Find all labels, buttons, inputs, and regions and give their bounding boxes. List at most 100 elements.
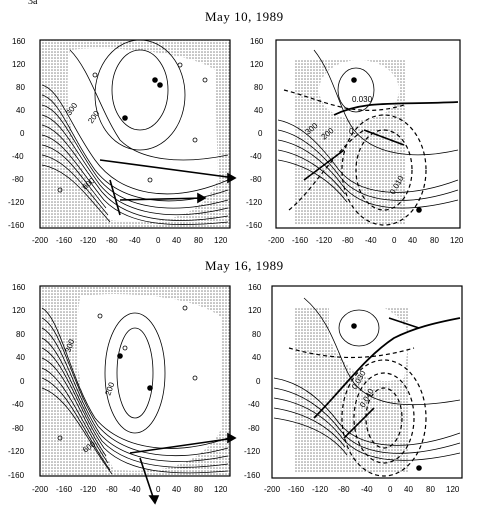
tick-label: -40 bbox=[129, 236, 141, 245]
tick-label: 0 bbox=[388, 485, 393, 494]
wind-vectors bbox=[303, 77, 422, 213]
tick-label: -160 bbox=[8, 221, 25, 230]
axis-ticks-x: -200 -160 -120 -80 -40 0 40 80 120 bbox=[32, 485, 228, 494]
tick-label: 0 bbox=[20, 129, 25, 138]
tick-label: 120 bbox=[250, 60, 264, 69]
contour-label-200: 200 bbox=[103, 381, 116, 397]
tick-label: 120 bbox=[12, 306, 26, 315]
axis-ticks-x: -200 -160 -120 -80 -40 0 40 80 120 bbox=[268, 236, 464, 245]
tick-label: -40 bbox=[250, 152, 262, 161]
tick-label: -80 bbox=[12, 175, 24, 184]
figure-corner-label: 3a bbox=[28, 0, 38, 7]
tick-label: -160 bbox=[56, 236, 73, 245]
tick-label: -80 bbox=[338, 485, 350, 494]
tick-label: -40 bbox=[248, 400, 260, 409]
tick-label: -80 bbox=[106, 236, 118, 245]
tick-label: -40 bbox=[361, 485, 373, 494]
tick-label: -160 bbox=[246, 221, 263, 230]
tick-label: 0 bbox=[258, 129, 263, 138]
tick-label: 160 bbox=[250, 37, 264, 46]
axis-ticks-y: 160 120 80 40 0 -40 -80 -120 -160 bbox=[8, 37, 26, 230]
tick-label: 40 bbox=[16, 106, 25, 115]
tick-label: -80 bbox=[248, 424, 260, 433]
tick-label: -120 bbox=[316, 236, 333, 245]
tick-label: 80 bbox=[430, 236, 439, 245]
tick-label: 0 bbox=[392, 236, 397, 245]
tick-label: 40 bbox=[404, 485, 413, 494]
date-title-top: May 10, 1989 bbox=[205, 9, 284, 24]
wind-vectors bbox=[117, 353, 237, 505]
tick-label: 0 bbox=[20, 377, 25, 386]
tick-label: -120 bbox=[80, 485, 97, 494]
dashed-contours bbox=[283, 89, 427, 226]
panel-bottom-right: 0.030 0.040 160 120 80 40 0 -40 -80 -120… bbox=[244, 283, 463, 494]
contour-lines bbox=[273, 297, 461, 461]
tick-label: -200 bbox=[32, 485, 49, 494]
tick-label: -200 bbox=[268, 236, 285, 245]
tick-label: 40 bbox=[172, 485, 181, 494]
bold-contour bbox=[313, 317, 461, 419]
axis-ticks-x: -200 -160 -120 -80 -40 0 40 80 120 bbox=[264, 485, 460, 494]
tick-label: 80 bbox=[16, 330, 25, 339]
axis-ticks-y: 160 120 80 40 0 -40 -80 -120 -160 bbox=[244, 283, 262, 480]
tick-label: -80 bbox=[106, 485, 118, 494]
tick-label: -160 bbox=[8, 471, 25, 480]
tick-label: 120 bbox=[12, 60, 26, 69]
tick-label: -120 bbox=[244, 447, 261, 456]
tick-label: 40 bbox=[252, 353, 261, 362]
tick-label: 40 bbox=[16, 353, 25, 362]
tick-label: 80 bbox=[194, 485, 203, 494]
tick-label: -160 bbox=[56, 485, 73, 494]
tick-label: 160 bbox=[12, 283, 26, 292]
wind-vectors bbox=[343, 317, 422, 471]
dashed-contours bbox=[288, 347, 427, 477]
tick-label: 80 bbox=[194, 236, 203, 245]
contour-lines bbox=[41, 307, 229, 475]
tick-label: 40 bbox=[172, 236, 181, 245]
tick-label: 80 bbox=[254, 83, 263, 92]
tick-label: 120 bbox=[450, 236, 464, 245]
tick-label: -40 bbox=[12, 400, 24, 409]
tick-label: -80 bbox=[342, 236, 354, 245]
axis-ticks-y: 160 120 80 40 0 -40 -80 -120 -160 bbox=[246, 37, 264, 230]
tick-label: 80 bbox=[252, 330, 261, 339]
clear-region bbox=[67, 48, 218, 222]
tick-label: 120 bbox=[446, 485, 460, 494]
tick-label: -160 bbox=[288, 485, 305, 494]
station-markers bbox=[57, 62, 208, 193]
contour-label: 0. bbox=[349, 127, 356, 136]
tick-label: 80 bbox=[426, 485, 435, 494]
tick-label: 0 bbox=[156, 485, 161, 494]
contour-label: 0.030 bbox=[352, 95, 373, 104]
tick-label: -40 bbox=[365, 236, 377, 245]
axis-ticks-y: 160 120 80 40 0 -40 -80 -120 -160 bbox=[8, 283, 26, 480]
tick-label: 80 bbox=[16, 83, 25, 92]
tick-label: 40 bbox=[254, 106, 263, 115]
panel-top-left: 300 200 600 160 120 80 40 0 -40 -80 -120… bbox=[8, 37, 237, 245]
clear-region bbox=[319, 60, 399, 120]
tick-label: 120 bbox=[214, 236, 228, 245]
contour-label-300: 300 bbox=[63, 338, 76, 354]
tick-label: 120 bbox=[214, 485, 228, 494]
tick-label: -80 bbox=[12, 424, 24, 433]
date-title-bottom: May 16, 1989 bbox=[205, 258, 284, 273]
panel-bottom-left: 300 200 600 160 120 80 40 0 -40 -80 -120… bbox=[8, 283, 237, 505]
tick-label: -80 bbox=[250, 175, 262, 184]
tick-label: -120 bbox=[8, 447, 25, 456]
contour-lines bbox=[41, 39, 229, 226]
tick-label: -160 bbox=[292, 236, 309, 245]
tick-label: -120 bbox=[80, 236, 97, 245]
tick-label: 160 bbox=[248, 283, 262, 292]
tick-label: -200 bbox=[264, 485, 281, 494]
tick-label: -120 bbox=[246, 198, 263, 207]
tick-label: 120 bbox=[248, 306, 262, 315]
tick-label: -120 bbox=[8, 198, 25, 207]
tick-label: -200 bbox=[32, 236, 49, 245]
clear-region bbox=[76, 294, 222, 471]
tick-label: -40 bbox=[129, 485, 141, 494]
panel-top-right: 0.030 300 200 0. 0.010 160 120 80 40 0 -… bbox=[246, 37, 464, 245]
tick-label: -160 bbox=[244, 471, 261, 480]
station-markers bbox=[57, 305, 198, 441]
axis-ticks-x: -200 -160 -120 -80 -40 0 40 80 120 bbox=[32, 236, 228, 245]
wind-vectors bbox=[99, 77, 237, 216]
